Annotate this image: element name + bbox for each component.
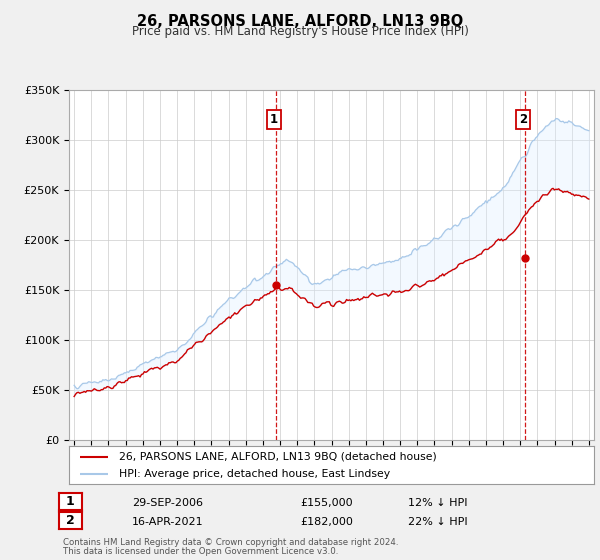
Text: 16-APR-2021: 16-APR-2021 <box>132 517 203 527</box>
Text: Price paid vs. HM Land Registry's House Price Index (HPI): Price paid vs. HM Land Registry's House … <box>131 25 469 38</box>
Text: HPI: Average price, detached house, East Lindsey: HPI: Average price, detached house, East… <box>119 469 390 479</box>
Text: 2: 2 <box>66 514 74 527</box>
Text: This data is licensed under the Open Government Licence v3.0.: This data is licensed under the Open Gov… <box>63 548 338 557</box>
Text: Contains HM Land Registry data © Crown copyright and database right 2024.: Contains HM Land Registry data © Crown c… <box>63 538 398 547</box>
Text: 2: 2 <box>520 113 527 126</box>
Text: 1: 1 <box>270 113 278 126</box>
Text: 12% ↓ HPI: 12% ↓ HPI <box>408 498 467 508</box>
Text: 26, PARSONS LANE, ALFORD, LN13 9BQ: 26, PARSONS LANE, ALFORD, LN13 9BQ <box>137 14 463 29</box>
Text: £182,000: £182,000 <box>300 517 353 527</box>
Text: 29-SEP-2006: 29-SEP-2006 <box>132 498 203 508</box>
Text: 26, PARSONS LANE, ALFORD, LN13 9BQ (detached house): 26, PARSONS LANE, ALFORD, LN13 9BQ (deta… <box>119 451 437 461</box>
Text: 22% ↓ HPI: 22% ↓ HPI <box>408 517 467 527</box>
Text: £155,000: £155,000 <box>300 498 353 508</box>
Text: 1: 1 <box>66 494 74 508</box>
